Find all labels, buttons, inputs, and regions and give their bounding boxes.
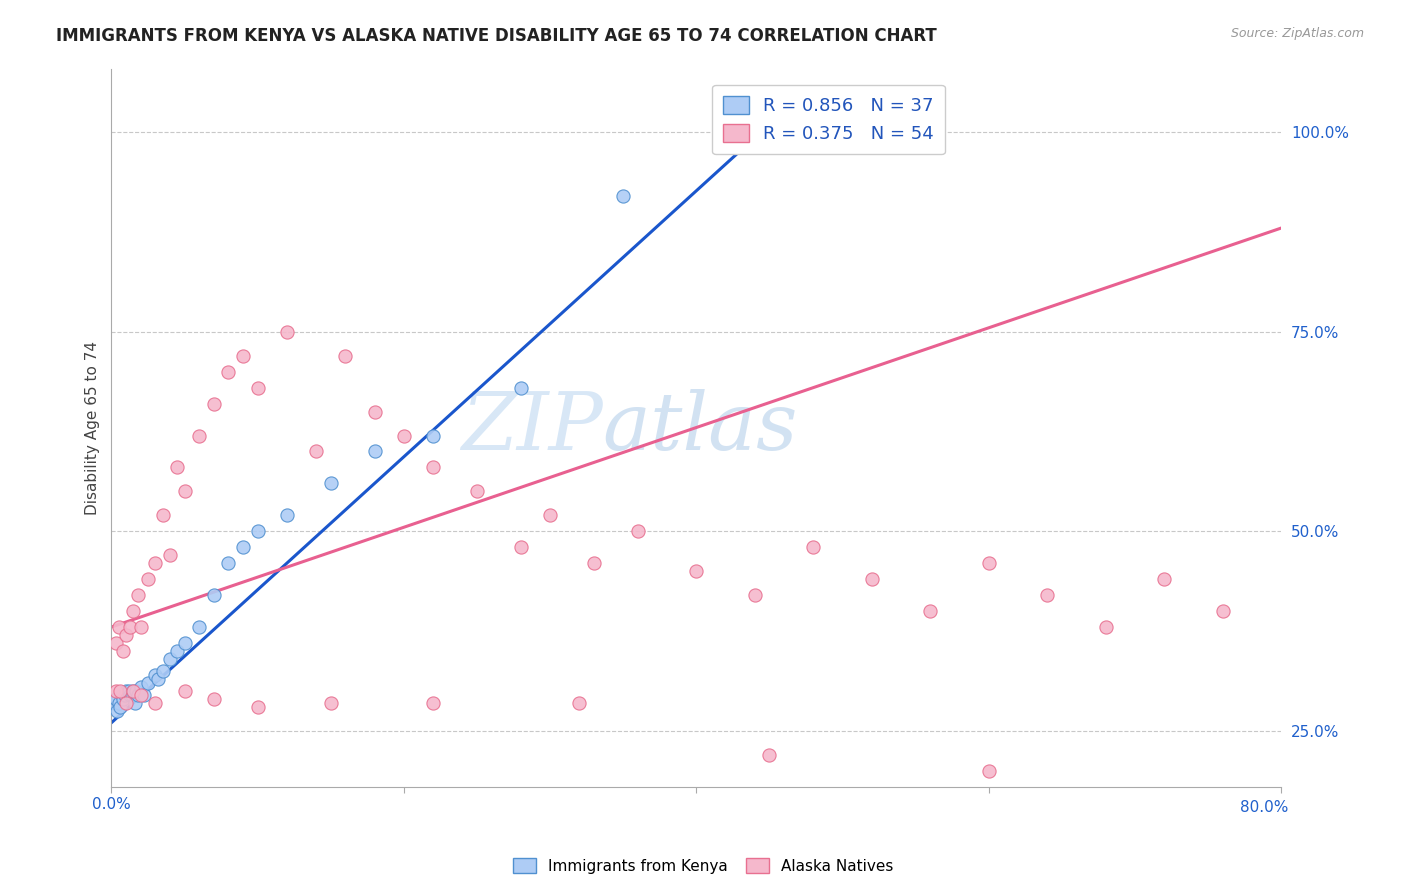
Point <box>108 699 131 714</box>
Point <box>148 672 170 686</box>
Point <box>114 688 136 702</box>
Point <box>111 688 134 702</box>
Point <box>104 683 127 698</box>
Point <box>538 508 561 523</box>
Point <box>107 620 129 634</box>
Text: Source: ZipAtlas.com: Source: ZipAtlas.com <box>1230 27 1364 40</box>
Point <box>582 556 605 570</box>
Point <box>202 396 225 410</box>
Point <box>612 189 634 203</box>
Point <box>188 620 211 634</box>
Point <box>202 691 225 706</box>
Point <box>120 688 142 702</box>
Point <box>232 349 254 363</box>
Point <box>125 683 148 698</box>
Point <box>115 696 138 710</box>
Point <box>217 365 239 379</box>
Point <box>166 460 188 475</box>
Point <box>152 508 174 523</box>
Point <box>1153 572 1175 586</box>
Text: atlas: atlas <box>603 389 799 467</box>
Point <box>136 572 159 586</box>
Point <box>108 683 131 698</box>
Point <box>319 696 342 710</box>
Point <box>120 620 142 634</box>
Point <box>217 556 239 570</box>
Point <box>276 325 298 339</box>
Point <box>104 691 127 706</box>
Point <box>124 696 146 710</box>
Point <box>105 704 128 718</box>
Legend: R = 0.856   N = 37, R = 0.375   N = 54: R = 0.856 N = 37, R = 0.375 N = 54 <box>713 85 945 154</box>
Point <box>129 620 152 634</box>
Point <box>744 588 766 602</box>
Point <box>104 636 127 650</box>
Point <box>129 680 152 694</box>
Point <box>143 696 166 710</box>
Point <box>122 683 145 698</box>
Point <box>920 604 942 618</box>
Point <box>422 460 444 475</box>
Point <box>422 428 444 442</box>
Point <box>112 644 135 658</box>
Point <box>1212 604 1234 618</box>
Point <box>246 699 269 714</box>
Point <box>118 683 141 698</box>
Point <box>136 676 159 690</box>
Point <box>173 636 195 650</box>
Point <box>122 604 145 618</box>
Point <box>132 688 155 702</box>
Text: ZIP: ZIP <box>461 389 603 467</box>
Point <box>115 628 138 642</box>
Point <box>115 683 138 698</box>
Point <box>127 588 149 602</box>
Point <box>392 428 415 442</box>
Legend: Immigrants from Kenya, Alaska Natives: Immigrants from Kenya, Alaska Natives <box>506 852 900 880</box>
Point <box>509 540 531 554</box>
Point <box>465 484 488 499</box>
Point <box>714 133 737 147</box>
Point <box>758 747 780 762</box>
Point <box>319 476 342 491</box>
Point <box>568 696 591 710</box>
Point <box>143 668 166 682</box>
Point <box>422 696 444 710</box>
Point <box>335 349 357 363</box>
Point <box>232 540 254 554</box>
Point <box>977 556 1000 570</box>
Point <box>363 404 385 418</box>
Point <box>173 683 195 698</box>
Point <box>152 664 174 678</box>
Point <box>627 524 650 539</box>
Point <box>121 688 143 702</box>
Point <box>107 696 129 710</box>
Point <box>122 683 145 698</box>
Text: 80.0%: 80.0% <box>1240 799 1288 814</box>
Point <box>129 688 152 702</box>
Point <box>801 540 824 554</box>
Point <box>188 428 211 442</box>
Text: IMMIGRANTS FROM KENYA VS ALASKA NATIVE DISABILITY AGE 65 TO 74 CORRELATION CHART: IMMIGRANTS FROM KENYA VS ALASKA NATIVE D… <box>56 27 936 45</box>
Point <box>159 652 181 666</box>
Point <box>166 644 188 658</box>
Point <box>1036 588 1059 602</box>
Point <box>143 556 166 570</box>
Point <box>363 444 385 458</box>
Point <box>685 564 707 578</box>
Y-axis label: Disability Age 65 to 74: Disability Age 65 to 74 <box>86 341 100 515</box>
Point <box>977 764 1000 778</box>
Point <box>1094 620 1116 634</box>
Point <box>246 524 269 539</box>
Point <box>127 688 149 702</box>
Point <box>860 572 883 586</box>
Point <box>509 381 531 395</box>
Point <box>103 696 125 710</box>
Point <box>246 381 269 395</box>
Point <box>276 508 298 523</box>
Point <box>305 444 328 458</box>
Point <box>202 588 225 602</box>
Point <box>159 548 181 562</box>
Point <box>173 484 195 499</box>
Point <box>112 691 135 706</box>
